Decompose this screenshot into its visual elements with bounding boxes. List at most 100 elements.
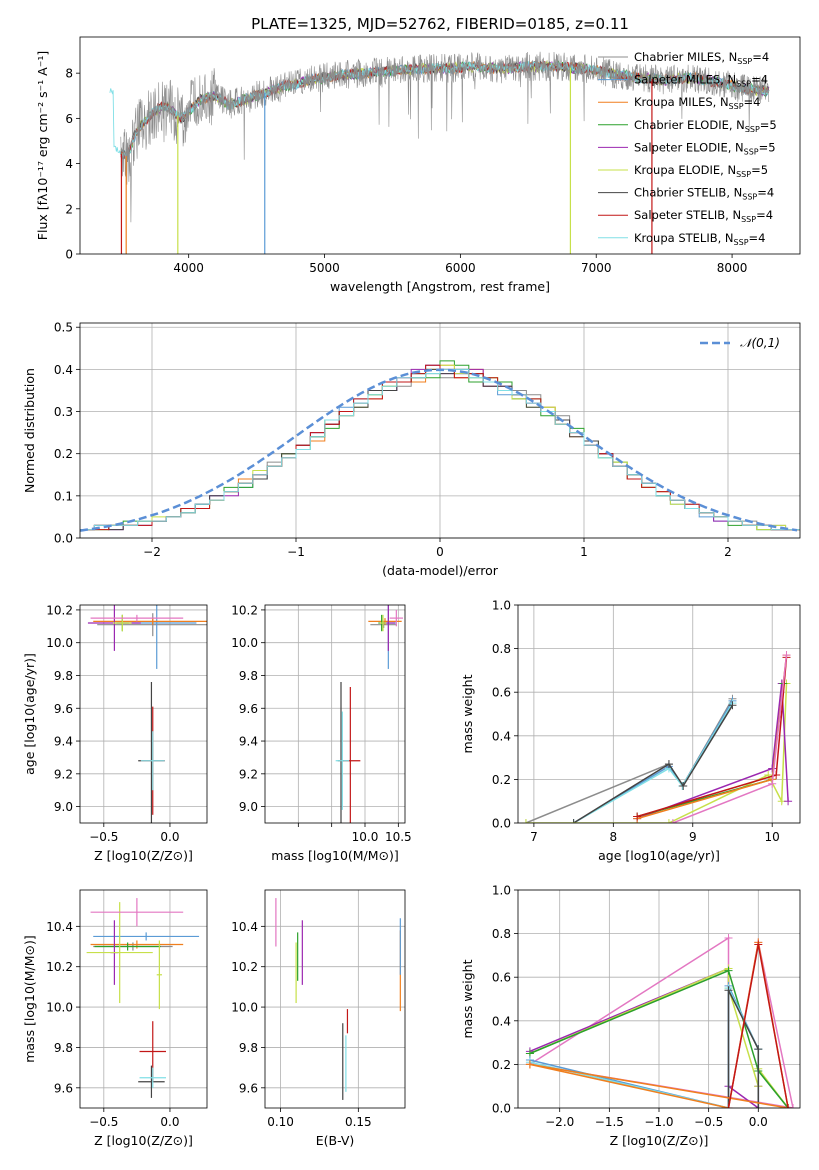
x-tick-label: 0.0 (749, 1115, 768, 1129)
panel-residual-histogram: −2 −1 0 1 2 0.0 0.1 0.2 0.3 0.4 0.5 (data-model)/er… (22, 321, 801, 578)
weight-marker (754, 940, 763, 949)
x-axis-label: mass [log10(M/M⊙)] (271, 848, 399, 863)
x-tick-label: −0.5 (89, 830, 118, 844)
legend: Chabrier MILES, NSSP=4 Salpeter MILES, NS… (598, 50, 777, 247)
x-axis-label: Z [log10(Z/Z⊙)] (94, 1133, 193, 1148)
y-tick-label: 10.2 (231, 603, 258, 617)
x-tick-label: −1 (287, 545, 305, 559)
data-point (140, 731, 165, 791)
y-tick-label: 0.2 (54, 447, 73, 461)
panel-mass-vs-Z: −0.5 0.0 9.6 9.8 10.0 10.2 10.4 Z [log10(Z/Z⊙)]… (22, 889, 208, 1148)
y-tick-label: 10.2 (231, 960, 258, 974)
y-tick-label: 9.4 (54, 735, 73, 749)
x-tick-label: 10.0 (352, 830, 379, 844)
plot-area (80, 360, 800, 532)
x-tick-label: −2.0 (545, 1115, 574, 1129)
plot-area (109, 51, 770, 254)
y-tick-label: 0.6 (492, 971, 511, 985)
weight-marker (525, 1060, 534, 1069)
panel-age-vs-mass: 10.0 10.5 9.0 9.2 9.4 9.6 9.8 10.0 10.2 mass [log… (231, 603, 411, 863)
y-tick-label: 6 (65, 112, 73, 126)
axes-frame (79, 36, 801, 255)
y-axis-label: Flux [fλ10⁻¹⁷ erg cm⁻² s⁻¹ A⁻¹] (35, 51, 50, 240)
legend-label: Chabrier STELIB, NSSP=4 (634, 186, 774, 202)
y-tick-label: 0.1 (54, 489, 73, 503)
y-tick-label: 9.8 (54, 1041, 73, 1055)
y-tick-label: 0.8 (492, 927, 511, 941)
y-tick-label: 0.3 (54, 405, 73, 419)
legend-label: Chabrier ELODIE, NSSP=5 (634, 118, 777, 134)
y-tick-label: 9.6 (54, 702, 73, 716)
weight-marker (679, 781, 688, 790)
x-axis-label: wavelength [Angstrom, rest frame] (330, 279, 550, 294)
normal-curve (80, 368, 798, 532)
x-tick-label: 8 (610, 830, 618, 844)
weight-marker (521, 819, 530, 823)
y-tick-label: 2 (65, 202, 73, 216)
x-axis-label: Z [log10(Z/Z⊙)] (610, 1133, 709, 1148)
y-axis-label: mass weight (460, 959, 475, 1038)
data-point (94, 942, 161, 951)
data-point (139, 1067, 166, 1088)
legend-label: Kroupa STELIB, NSSP=4 (634, 231, 765, 247)
weight-marker (633, 812, 642, 821)
figure-title: PLATE=1325, MJD=52762, FIBERID=0185, z=0… (251, 15, 629, 33)
x-tick-label: 0.10 (267, 1115, 294, 1129)
data-point (90, 614, 184, 622)
y-tick-label: 10.0 (46, 1001, 73, 1015)
legend-label: Kroupa ELODIE, NSSP=5 (634, 163, 768, 179)
panel-age-vs-Z: −0.5 0.0 9.0 9.2 9.4 9.6 9.8 10.0 10.2 Z [log10(Z… (22, 603, 208, 863)
y-axis-label: mass [log10(M/M⊙)] (22, 935, 37, 1063)
y-tick-label: 0.2 (492, 773, 511, 787)
y-tick-label: 10.4 (231, 920, 258, 934)
y-tick-label: 9.0 (239, 800, 258, 814)
weight-line-chabrier_stelib (727, 989, 760, 1108)
axes-frame (79, 604, 208, 824)
y-tick-label: 0.4 (492, 729, 511, 743)
legend-label: Chabrier MILES, NSSP=4 (634, 50, 769, 66)
data-point (138, 1065, 165, 1098)
y-tick-label: 0.2 (492, 1058, 511, 1072)
panels: 4000 5000 6000 7000 8000 0 2 4 6 8 wavelength [Ang… (22, 36, 801, 1148)
x-tick-label: 9 (689, 830, 697, 844)
legend-label: Salpeter MILES, NSSP=4 (634, 73, 768, 89)
y-tick-label: 0.6 (492, 686, 511, 700)
data-point (86, 902, 153, 1004)
data-point (90, 898, 184, 927)
y-tick-label: 10.0 (231, 636, 258, 650)
x-tick-label: 1 (580, 545, 588, 559)
data-point (156, 940, 163, 1010)
data-point (90, 940, 184, 949)
x-tick-label: 5000 (309, 261, 340, 275)
y-axis-label: age [log10(age/yr)] (22, 653, 37, 775)
y-tick-label: 9.6 (239, 1081, 258, 1095)
x-tick-label: 10 (765, 830, 780, 844)
weight-marker (784, 1104, 793, 1108)
x-tick-label: −2 (143, 545, 161, 559)
legend-label: Salpeter ELODIE, NSSP=5 (634, 140, 776, 156)
x-tick-label: 7000 (581, 261, 612, 275)
x-tick-label: 4000 (173, 261, 204, 275)
x-tick-label: −1.5 (595, 1115, 624, 1129)
y-tick-label: 9.8 (239, 669, 258, 683)
y-tick-label: 9.4 (239, 735, 258, 749)
x-axis-label: (data-model)/error (382, 563, 499, 578)
y-tick-label: 10.2 (46, 960, 73, 974)
y-tick-label: 0.4 (492, 1014, 511, 1028)
data-point (379, 614, 387, 632)
y-tick-label: 0 (65, 248, 73, 262)
y-tick-label: 0.0 (54, 532, 73, 546)
weight-marker (724, 966, 733, 975)
plot-area (275, 898, 401, 1100)
x-axis-label: Z [log10(Z/Z⊙)] (94, 848, 193, 863)
axes-frame (79, 322, 801, 539)
weight-marker (789, 1104, 798, 1108)
y-tick-label: 0.0 (492, 817, 511, 831)
observed-spectrum (120, 51, 770, 223)
data-point (335, 711, 349, 810)
weight-line-kroupa_stelib (573, 702, 734, 823)
y-tick-label: 9.8 (54, 669, 73, 683)
x-tick-label: 0.15 (345, 1115, 372, 1129)
data-point (93, 618, 207, 625)
y-tick-label: 0.4 (54, 363, 73, 377)
